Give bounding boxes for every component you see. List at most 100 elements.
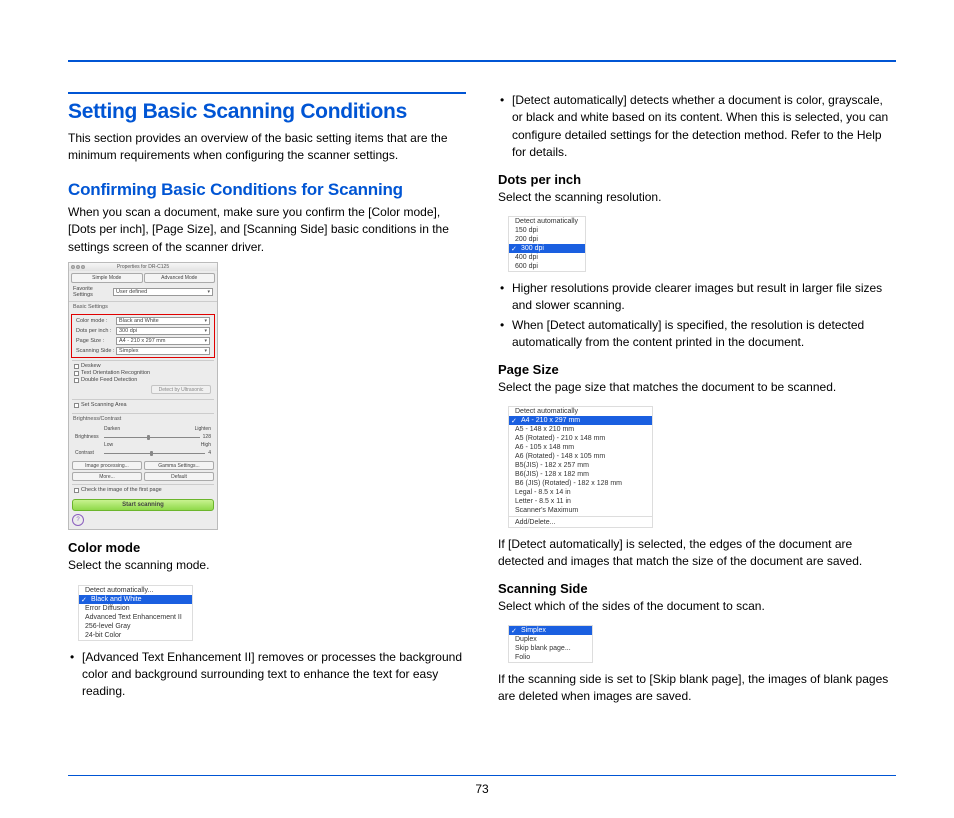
start-scanning-button[interactable]: Start scanning (72, 499, 214, 511)
intro-text: This section provides an overview of the… (68, 130, 466, 165)
top-rule (68, 60, 896, 62)
gamma-settings-button[interactable]: Gamma Settings... (144, 461, 214, 470)
text-orientation-check[interactable]: Text Orientation Recognition (72, 370, 214, 377)
dropdown-option[interactable]: Detect automatically (509, 217, 585, 226)
contrast-slider[interactable] (104, 453, 205, 454)
favorite-settings-select[interactable]: User defined (113, 288, 213, 296)
brightness-contrast-section: Brightness/Contrast DarkenLighten Bright… (72, 413, 214, 460)
page-number: 73 (68, 782, 896, 796)
dropdown-option[interactable]: Detect automatically... (79, 586, 192, 595)
dropdown-option[interactable]: 24-bit Color (79, 631, 192, 640)
page-size-text: Select the page size that matches the do… (498, 379, 896, 396)
color-mode-text: Select the scanning mode. (68, 557, 466, 574)
dropdown-option[interactable]: Skip blank page... (509, 644, 592, 653)
dropdown-option[interactable]: Detect automatically (509, 407, 652, 416)
dropdown-option[interactable]: 200 dpi (509, 235, 585, 244)
dropdown-option[interactable]: A6 - 105 x 148 mm (509, 443, 652, 452)
right-column: [Detect automatically] detects whether a… (498, 92, 896, 712)
dropdown-option[interactable]: Folio (509, 653, 592, 662)
dropdown-option[interactable]: Duplex (509, 635, 592, 644)
dropdown-option[interactable]: Scanner's Maximum (509, 506, 652, 515)
image-processing-button[interactable]: Image processing... (72, 461, 142, 470)
window-titlebar: Properties for DR-C125 (69, 263, 217, 271)
page-size-select[interactable]: A4 - 210 x 297 mm (116, 337, 210, 345)
color-mode-heading: Color mode (68, 540, 466, 555)
dropdown-option[interactable]: Error Diffusion (79, 604, 192, 613)
tab-advanced-mode[interactable]: Advanced Mode (144, 273, 216, 283)
footer-rule (68, 775, 896, 776)
dropdown-option[interactable]: Letter - 8.5 x 11 in (509, 497, 652, 506)
dropdown-option[interactable]: 400 dpi (509, 253, 585, 262)
dpi-bullets: Higher resolutions provide clearer image… (498, 280, 896, 352)
dropdown-option[interactable]: A5 - 148 x 210 mm (509, 425, 652, 434)
detect-ultrasonic-select[interactable]: Detect by Ultrasonic (151, 385, 211, 394)
list-item: When [Detect automatically] is specified… (498, 317, 896, 352)
more-button[interactable]: More... (72, 472, 142, 481)
scanning-side-text: Select which of the sides of the documen… (498, 598, 896, 615)
dropdown-option[interactable]: Advanced Text Enhancement II (79, 613, 192, 622)
dropdown-option[interactable]: Add/Delete... (509, 518, 652, 527)
favorite-settings-row: Favorite Settings User defined (69, 285, 217, 299)
dpi-heading: Dots per inch (498, 172, 896, 187)
dropdown-option[interactable]: A6 (Rotated) - 148 x 105 mm (509, 452, 652, 461)
dropdown-option[interactable]: A4 - 210 x 297 mm (509, 416, 652, 425)
page-size-dropdown[interactable]: Detect automaticallyA4 - 210 x 297 mmA5 … (508, 406, 653, 528)
options-section: Deskew Text Orientation Recognition Doub… (72, 360, 214, 397)
driver-properties-panel: Properties for DR-C125 Simple Mode Advan… (68, 262, 218, 530)
highlighted-basic-settings: Color mode :Black and White Dots per inc… (71, 314, 215, 358)
brightness-slider-group: DarkenLighten Brightness128 LowHigh Cont… (72, 424, 214, 458)
set-scan-area-check[interactable]: Set Scanning Area (72, 402, 214, 409)
dpi-row: Dots per inch :300 dpi (72, 326, 214, 336)
dropdown-option[interactable]: Simplex (509, 626, 592, 635)
button-row-2: More... Default (69, 471, 217, 482)
help-icon[interactable]: ? (72, 514, 84, 526)
mode-tabs: Simple Mode Advanced Mode (69, 271, 217, 285)
brightness-contrast-label: Brightness/Contrast (72, 416, 214, 424)
color-mode-row: Color mode :Black and White (72, 316, 214, 326)
scan-area-section: Set Scanning Area (72, 399, 214, 411)
page-size-heading: Page Size (498, 362, 896, 377)
scanning-side-row: Scanning Side :Simplex (72, 346, 214, 356)
color-mode-dropdown[interactable]: Detect automatically...Black and WhiteEr… (78, 585, 193, 641)
deskew-check[interactable]: Deskew (72, 363, 214, 370)
detect-auto-bullets: [Detect automatically] detects whether a… (498, 92, 896, 162)
dropdown-option[interactable]: Legal - 8.5 x 14 in (509, 488, 652, 497)
dropdown-option[interactable]: B6(JIS) - 128 x 182 mm (509, 470, 652, 479)
list-item: [Detect automatically] detects whether a… (498, 92, 896, 162)
subsection-heading: Confirming Basic Conditions for Scanning (68, 179, 466, 200)
page: Setting Basic Scanning Conditions This s… (0, 0, 954, 712)
scanning-side-dropdown[interactable]: SimplexDuplexSkip blank page...Folio (508, 625, 593, 663)
scanning-side-select[interactable]: Simplex (116, 347, 210, 355)
favorite-settings-label: Favorite Settings (73, 286, 113, 298)
window-title: Properties for DR-C125 (69, 264, 217, 270)
dropdown-option[interactable]: B6 (JIS) (Rotated) - 182 x 128 mm (509, 479, 652, 488)
section-rule (68, 92, 466, 94)
section-heading: Setting Basic Scanning Conditions (68, 100, 466, 124)
tab-simple-mode[interactable]: Simple Mode (71, 273, 143, 283)
dropdown-option[interactable]: A5 (Rotated) - 210 x 148 mm (509, 434, 652, 443)
brightness-slider[interactable] (104, 437, 200, 438)
color-mode-select[interactable]: Black and White (116, 317, 210, 325)
dpi-text: Select the scanning resolution. (498, 189, 896, 206)
page-size-after: If [Detect automatically] is selected, t… (498, 536, 896, 571)
list-item: [Advanced Text Enhancement II] removes o… (68, 649, 466, 701)
color-mode-bullets: [Advanced Text Enhancement II] removes o… (68, 649, 466, 701)
scanning-side-after: If the scanning side is set to [Skip bla… (498, 671, 896, 706)
dropdown-option[interactable]: 256-level Gray (79, 622, 192, 631)
dropdown-option[interactable]: 300 dpi (509, 244, 585, 253)
dropdown-option[interactable]: 600 dpi (509, 262, 585, 271)
check-first-page-check[interactable]: Check the image of the first page (72, 487, 214, 494)
page-size-row: Page Size :A4 - 210 x 297 mm (72, 336, 214, 346)
dpi-dropdown[interactable]: Detect automatically150 dpi200 dpi300 dp… (508, 216, 586, 272)
default-button[interactable]: Default (144, 472, 214, 481)
dpi-select[interactable]: 300 dpi (116, 327, 210, 335)
basic-settings-label: Basic Settings (69, 301, 217, 312)
columns: Setting Basic Scanning Conditions This s… (68, 92, 896, 712)
dropdown-option[interactable]: Black and White (79, 595, 192, 604)
dropdown-option[interactable]: B5(JIS) - 182 x 257 mm (509, 461, 652, 470)
left-column: Setting Basic Scanning Conditions This s… (68, 92, 466, 712)
dropdown-option[interactable]: 150 dpi (509, 226, 585, 235)
double-feed-check[interactable]: Double Feed Detection (72, 377, 214, 384)
confirm-text: When you scan a document, make sure you … (68, 204, 466, 256)
button-row-1: Image processing... Gamma Settings... (69, 460, 217, 471)
